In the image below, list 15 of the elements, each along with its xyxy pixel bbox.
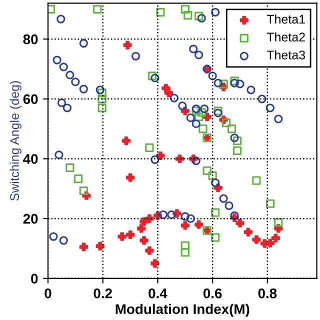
- y-tick-label: 40: [23, 154, 38, 164]
- legend-label: Theta1: [266, 14, 305, 24]
- x-axis-title: Modulation Index(M): [116, 304, 250, 317]
- x-tick-label: 0: [44, 288, 52, 298]
- legend-label: Theta2: [266, 32, 305, 42]
- y-tick-label: 0: [31, 274, 38, 284]
- x-tick-label: 0.6: [203, 288, 222, 298]
- y-tick-label: 80: [23, 34, 38, 44]
- x-tick-label: 0.4: [148, 288, 168, 298]
- x-tick-label: 0.2: [94, 288, 112, 298]
- y-axis-title: Switching Angle (deg): [10, 81, 22, 201]
- legend-label: Theta3: [266, 50, 306, 60]
- y-tick-label: 20: [23, 214, 38, 224]
- x-tick-label: 0.8: [258, 288, 277, 298]
- y-tick-label: 60: [23, 94, 38, 104]
